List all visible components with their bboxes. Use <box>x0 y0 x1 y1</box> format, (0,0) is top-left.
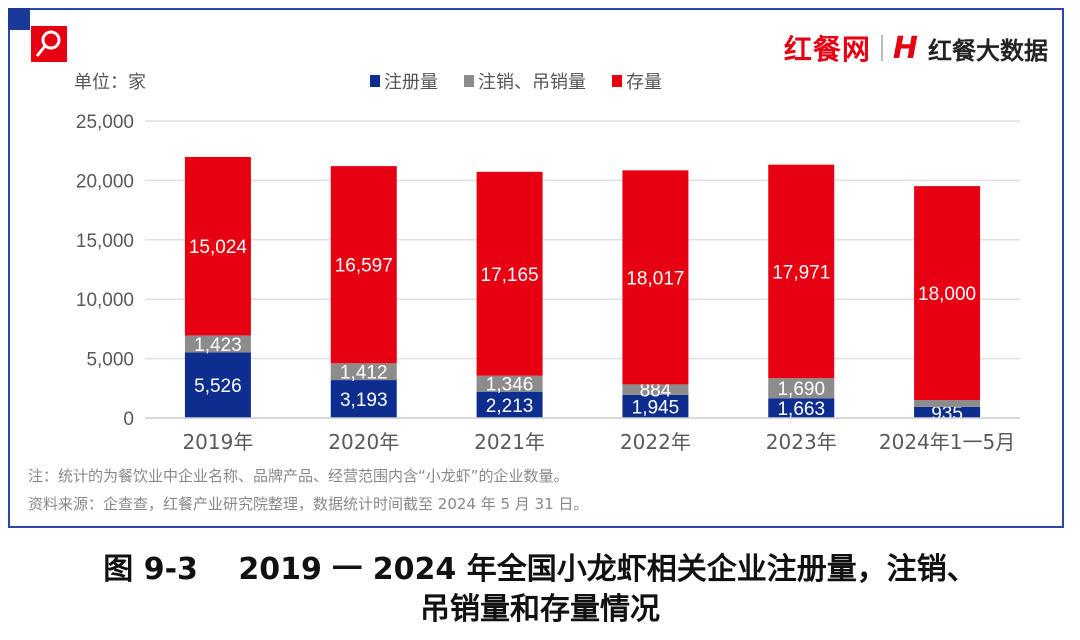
bar-segment <box>476 375 543 392</box>
x-tick-label: 2020年 <box>328 430 399 454</box>
legend-item: 存量 <box>612 68 662 94</box>
data-label: 5,526 <box>194 376 242 397</box>
y-tick-label: 10,000 <box>76 290 134 311</box>
bar-segment <box>184 156 251 336</box>
bar-segment <box>622 394 689 418</box>
caption-line-2: 吊销量和存量情况 <box>420 592 660 627</box>
x-tick-label: 2019年 <box>182 430 253 454</box>
bar-segment <box>914 399 981 407</box>
data-label: 16,597 <box>335 256 393 277</box>
logo-secondary: 红餐大数据 <box>928 36 1048 65</box>
bar-segment <box>476 391 543 418</box>
x-tick-label: 2023年 <box>766 430 837 454</box>
bar-segment <box>184 335 251 353</box>
y-tick-label: 25,000 <box>76 112 134 133</box>
data-label: 1,690 <box>777 379 825 400</box>
notes: 注：统计的为餐饮业中企业名称、品牌产品、经营范围内含“小龙虾”的企业数量。 资料… <box>28 462 588 518</box>
chart-frame <box>8 8 1064 528</box>
legend-item: 注册量 <box>370 68 438 94</box>
bar-segment <box>622 384 689 395</box>
legend: 注册量 注销、吊销量 存量 <box>370 68 662 94</box>
data-label: 18,000 <box>918 284 976 305</box>
y-tick-label: 0 <box>123 409 134 430</box>
legend-swatch <box>370 75 380 87</box>
data-label: 17,971 <box>772 262 830 283</box>
legend-swatch <box>612 75 622 87</box>
bar-segment <box>330 380 397 418</box>
bar-segment <box>914 186 981 400</box>
logo-divider <box>880 35 883 61</box>
data-label: 15,024 <box>189 237 248 258</box>
logo-primary: 红餐网 <box>783 33 871 66</box>
legend-swatch <box>464 75 474 87</box>
unit-label: 单位：家 <box>74 72 146 93</box>
legend-label: 注册量 <box>384 72 438 93</box>
data-label: 3,193 <box>340 390 388 411</box>
x-tick-label: 2024年1一5月 <box>879 430 1015 454</box>
caption-line-1: 图 9-3 2019 一 2024 年全国小龙虾相关企业注册量，注销、 <box>103 552 977 587</box>
y-tick-label: 20,000 <box>76 171 134 192</box>
data-label: 2,213 <box>486 396 534 417</box>
y-tick-label: 5,000 <box>86 350 134 371</box>
x-tick-label: 2022年 <box>620 430 691 454</box>
bar-segment <box>330 363 397 381</box>
data-label: 1,423 <box>194 335 242 356</box>
legend-label: 注销、吊销量 <box>478 72 586 93</box>
note-source: 资料来源：企查查，红餐产业研究院整理，数据统计时间截至 2024 年 5 月 3… <box>28 495 589 513</box>
magnifier-icon <box>31 26 67 62</box>
bar-segment <box>768 164 835 379</box>
bar-segment <box>768 378 835 399</box>
stacked-bar-chart: 0 5,000 10,000 15,000 20,000 25,000 5,526 1,423… <box>76 112 1020 454</box>
corner-decoration <box>8 8 30 30</box>
data-label: 1,346 <box>486 375 534 396</box>
data-label: 17,165 <box>481 265 539 286</box>
bar-segment <box>622 170 689 385</box>
data-label: 1,663 <box>777 399 825 420</box>
bar-segment <box>476 171 543 376</box>
bar-segment <box>768 398 835 418</box>
data-label: 18,017 <box>626 268 684 289</box>
data-label: 884 <box>640 381 672 402</box>
note-scope: 注：统计的为餐饮业中企业名称、品牌产品、经营范围内含“小龙虾”的企业数量。 <box>28 467 569 485</box>
bar-segment <box>184 352 251 418</box>
data-label: 1,412 <box>340 363 388 384</box>
data-label: 935 <box>931 403 963 424</box>
data-label: 1,945 <box>632 397 680 418</box>
figure-caption: 图 9-3 2019 一 2024 年全国小龙虾相关企业注册量，注销、 吊销量和… <box>0 550 1080 630</box>
y-tick-label: 15,000 <box>76 231 134 252</box>
logo-h-icon: H <box>892 30 918 66</box>
legend-item: 注销、吊销量 <box>464 68 586 94</box>
legend-label: 存量 <box>626 72 662 93</box>
x-tick-label: 2021年 <box>474 430 545 454</box>
brand-logo: 红餐网 H 红餐大数据 <box>784 28 1048 68</box>
bar-segment <box>330 166 397 364</box>
bar-segment <box>914 406 981 418</box>
